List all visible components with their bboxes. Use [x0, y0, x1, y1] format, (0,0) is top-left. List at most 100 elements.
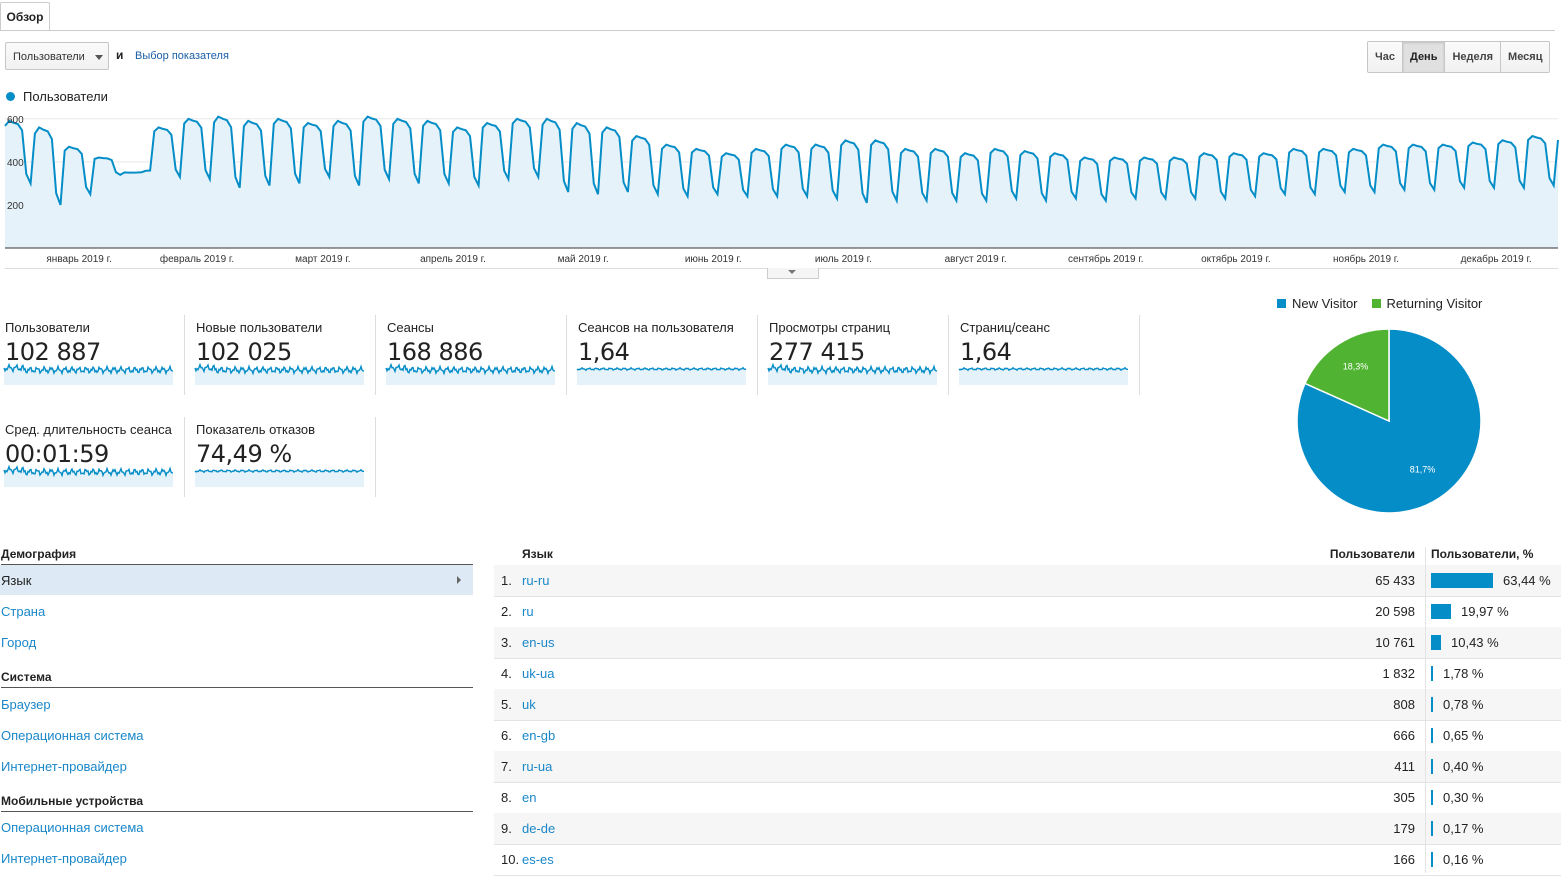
legend-returning-visitor-label: Returning Visitor	[1386, 296, 1483, 311]
row-language-link[interactable]: uk-ua	[522, 666, 555, 681]
row-number: 6.	[501, 728, 512, 743]
metric-card[interactable]: Сеансов на пользователя 1,64	[573, 315, 758, 395]
x-tick-label: июль 2019 г.	[815, 254, 872, 265]
metric-label: Страниц/сеанс	[960, 320, 1050, 335]
table-column-divider	[1425, 547, 1426, 873]
demography-item-language[interactable]: Язык	[0, 565, 473, 595]
series-area	[5, 116, 1558, 248]
section-system-title: Система	[1, 670, 473, 688]
row-number: 7.	[501, 759, 512, 774]
metric-card[interactable]: Сред. длительность сеанса 00:01:59	[0, 417, 185, 497]
row-pct: 0,30 %	[1443, 790, 1484, 805]
row-language-link[interactable]: ru-ua	[522, 759, 553, 774]
metric-card[interactable]: Просмотры страниц 277 415	[764, 315, 949, 395]
row-pct: 0,17 %	[1443, 821, 1484, 836]
sparkline-area	[959, 367, 1128, 385]
row-users: 666	[1393, 728, 1415, 743]
sparkline-area	[4, 364, 173, 385]
row-language-link[interactable]: en-gb	[522, 728, 556, 743]
row-users: 65 433	[1375, 573, 1415, 588]
metric-value: 1,64	[960, 338, 1012, 366]
row-number: 5.	[501, 697, 512, 712]
x-tick-label: октябрь 2019 г.	[1201, 253, 1271, 265]
metric-select-value: Пользователи	[13, 51, 85, 63]
system-item-browser[interactable]: Браузер	[1, 697, 51, 712]
metric-card[interactable]: Новые пользователи 102 025	[191, 315, 376, 395]
sparkline-line	[958, 366, 1128, 372]
metric-label: Просмотры страниц	[769, 320, 891, 335]
period-hour-button[interactable]: Час	[1368, 42, 1402, 72]
row-users: 10 761	[1375, 635, 1415, 650]
users-line-chart[interactable]: 600 400 200 январь 2019 г. февраль 2019 г. ма…	[0, 105, 1561, 270]
mobile-item-os[interactable]: Операционная система	[1, 820, 144, 835]
row-pct: 0,16 %	[1443, 852, 1484, 867]
sparkline-area	[195, 469, 364, 487]
pie-legend: New Visitor Returning Visitor	[1277, 296, 1482, 311]
row-pct: 19,97 %	[1461, 604, 1509, 619]
row-language-link[interactable]: de-de	[522, 821, 556, 836]
row-language-link[interactable]: ru-ru	[522, 573, 550, 588]
y-tick-label: 200	[7, 201, 24, 212]
x-tick-label: ноябрь 2019 г.	[1333, 253, 1399, 265]
metric-sparkline	[576, 366, 746, 385]
table-row: 4. uk-ua 1 832 1,78 %	[494, 658, 1561, 690]
section-mobile-title: Мобильные устройства	[1, 794, 473, 812]
legend-returning-visitor[interactable]: Returning Visitor	[1371, 296, 1483, 311]
metric-label: Пользователи	[5, 320, 90, 335]
system-item-os[interactable]: Операционная система	[1, 728, 144, 743]
row-pct: 63,44 %	[1503, 573, 1551, 588]
row-number: 1.	[501, 573, 512, 588]
chart-legend[interactable]: Пользователи	[6, 89, 108, 104]
visitor-pie-chart[interactable]: 81,7% 18,3%	[1290, 322, 1490, 522]
col-users-header[interactable]: Пользователи	[1329, 547, 1415, 561]
row-language-link[interactable]: es-es	[522, 852, 554, 867]
collapse-chart-handle[interactable]	[767, 268, 819, 279]
system-item-isp[interactable]: Интернет-провайдер	[1, 759, 127, 774]
series-dot-icon	[6, 92, 15, 101]
x-tick-label: май 2019 г.	[558, 254, 609, 265]
series-line	[4, 115, 1559, 206]
metric-label: Показатель отказов	[196, 422, 316, 437]
row-language-link[interactable]: en	[522, 790, 537, 805]
row-pct: 0,65 %	[1443, 728, 1484, 743]
period-day-button[interactable]: День	[1401, 42, 1445, 72]
sparkline-area	[577, 367, 746, 385]
period-month-button[interactable]: Месяц	[1500, 42, 1550, 72]
demography-item-city[interactable]: Город	[1, 635, 37, 650]
x-tick-label: сентябрь 2019 г.	[1068, 253, 1144, 265]
row-language-link[interactable]: en-us	[522, 635, 555, 650]
row-share-bar	[1431, 604, 1451, 619]
row-users: 1 832	[1382, 666, 1415, 681]
metric-card[interactable]: Сеансы 168 886	[382, 315, 567, 395]
row-users: 808	[1393, 697, 1415, 712]
sparkline-area	[4, 466, 173, 487]
metric-select[interactable]: Пользователи	[5, 42, 109, 70]
metric-card[interactable]: Пользователи 102 887	[0, 315, 185, 395]
x-tick-label: март 2019 г.	[295, 254, 350, 265]
row-pct: 0,78 %	[1443, 697, 1484, 712]
metric-sparkline	[767, 362, 938, 385]
row-language-link[interactable]: ru	[522, 604, 534, 619]
sparkline-line	[3, 464, 174, 478]
metric-card[interactable]: Показатель отказов 74,49 %	[191, 417, 376, 497]
metric-card[interactable]: Страниц/сеанс 1,64	[955, 315, 1140, 395]
table-row: 1. ru-ru 65 433 63,44 %	[494, 565, 1561, 597]
period-week-button[interactable]: Неделя	[1444, 42, 1501, 72]
row-share-bar	[1431, 759, 1433, 774]
row-number: 9.	[501, 821, 512, 836]
table-row: 9. de-de 179 0,17 %	[494, 813, 1561, 845]
mobile-item-isp[interactable]: Интернет-провайдер	[1, 851, 127, 866]
col-language-header[interactable]: Язык	[522, 547, 553, 561]
y-tick-label: 600	[7, 115, 24, 126]
col-users-pct-header[interactable]: Пользователи, %	[1431, 547, 1534, 561]
x-tick-label: январь 2019 г.	[46, 254, 111, 265]
metric-sparkline	[3, 362, 174, 385]
table-row: 2. ru 20 598 19,97 %	[494, 596, 1561, 628]
metric-sparkline	[194, 362, 365, 385]
metric-label: Сеансов на пользователя	[578, 320, 734, 335]
demography-item-country[interactable]: Страна	[1, 604, 46, 619]
legend-new-visitor[interactable]: New Visitor	[1277, 296, 1358, 311]
row-language-link[interactable]: uk	[522, 697, 536, 712]
pick-metric-link[interactable]: Выбор показателя	[135, 50, 229, 62]
tab-overview[interactable]: Обзор	[0, 2, 50, 31]
